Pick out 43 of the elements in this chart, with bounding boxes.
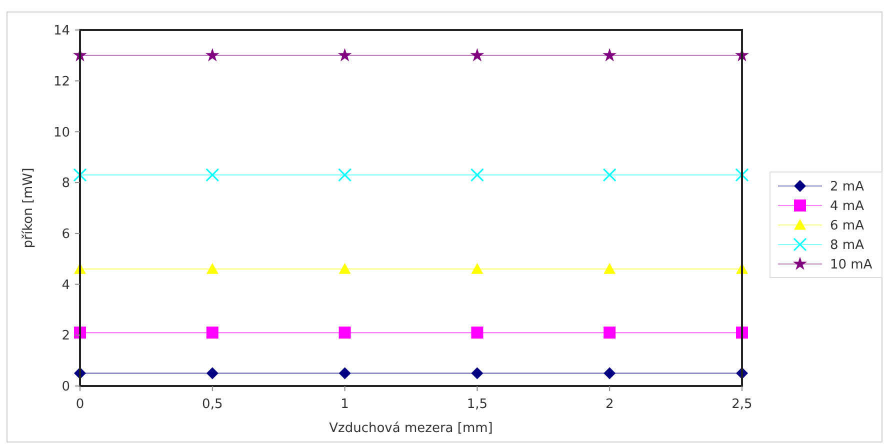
legend-label: 10 mA [830, 258, 872, 273]
y-axis-title: příkon [mW] [21, 168, 36, 248]
legend-label: 2 mA [830, 180, 864, 195]
y-tick-label: 4 [62, 278, 70, 293]
point [205, 48, 220, 62]
point [471, 367, 484, 380]
y-tick-label: 12 [53, 74, 70, 90]
y-tick-label: 0 [62, 380, 70, 395]
point [338, 367, 351, 380]
point [338, 326, 351, 339]
point [206, 263, 218, 274]
point [470, 168, 484, 182]
point [471, 263, 484, 274]
point [602, 48, 617, 62]
x-tick-label: 1,5 [466, 397, 488, 412]
point [338, 168, 352, 182]
point [604, 326, 616, 339]
y-tick-label: 6 [62, 226, 70, 242]
point [470, 48, 484, 62]
y-tick-label: 10 [53, 125, 70, 140]
legend-label: 6 mA [830, 218, 864, 234]
point [735, 168, 749, 182]
point [73, 168, 87, 182]
point [206, 367, 218, 380]
x-tick-label: 1 [340, 397, 349, 412]
point [604, 367, 616, 380]
legend-label: 8 mA [830, 238, 864, 254]
point [602, 168, 616, 182]
x-tick-label: 2 [605, 397, 614, 412]
point [206, 326, 218, 339]
point [471, 326, 484, 339]
point [338, 48, 352, 62]
x-tick-label: 2,5 [732, 397, 752, 412]
x-axis-title: Vzduchová mezera [mm] [329, 421, 493, 436]
x-tick-label: 0 [76, 397, 84, 412]
point [604, 263, 616, 274]
point [338, 263, 351, 274]
y-tick-label: 14 [53, 24, 70, 39]
x-tick-label: 0,5 [202, 397, 223, 412]
y-tick-label: 2 [62, 328, 70, 344]
y-tick-label: 8 [62, 176, 70, 192]
point [206, 168, 220, 182]
legend-label: 4 mA [830, 199, 864, 214]
